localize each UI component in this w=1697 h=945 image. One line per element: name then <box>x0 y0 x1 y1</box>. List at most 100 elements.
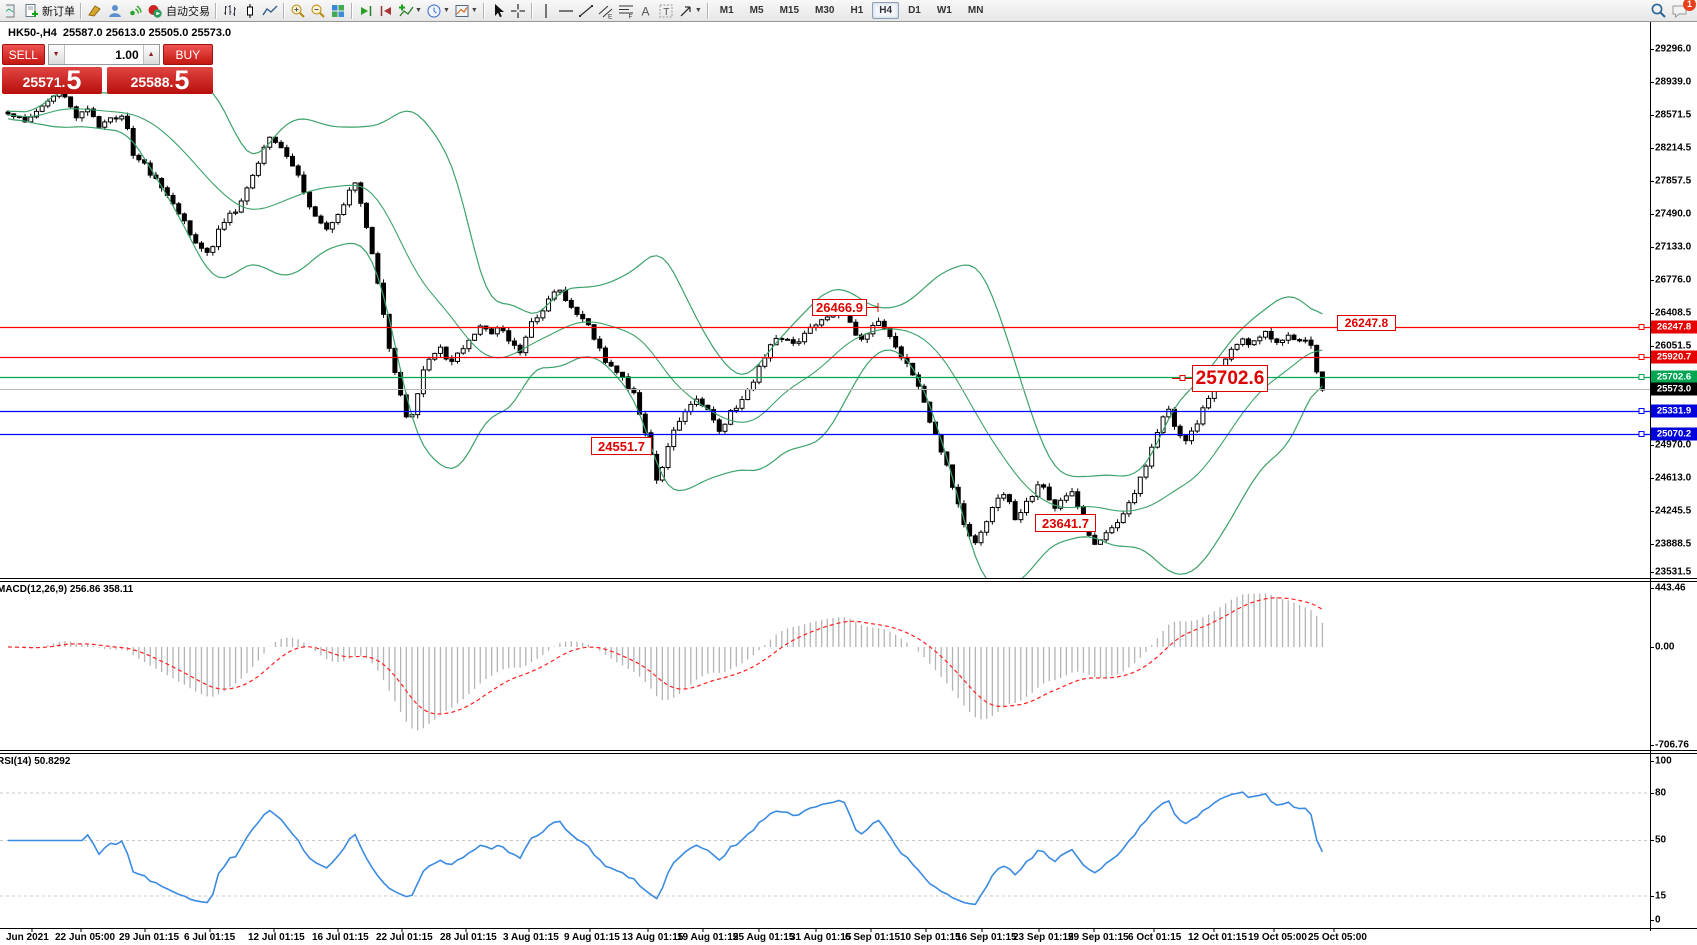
fibonacci-icon: F <box>618 5 633 19</box>
timeframe-toolbar: M1 M5 M15 M30 H1 H4 D1 W1 MN <box>712 2 992 19</box>
ohlc-values: 25587.0 25613.0 25505.0 25573.0 <box>62 27 232 39</box>
line-chart-button[interactable] <box>260 1 280 21</box>
timeframe-M5[interactable]: M5 <box>749 5 764 16</box>
new-order-button[interactable]: 新订单 <box>21 1 77 21</box>
trendline-button[interactable] <box>576 1 596 21</box>
separator <box>80 2 82 19</box>
bar-chart-button[interactable] <box>220 1 240 21</box>
line-chart-icon <box>262 5 278 15</box>
fibonacci-button[interactable]: F <box>616 1 636 21</box>
crosshair-icon <box>510 3 525 18</box>
timeframe-D1[interactable]: D1 <box>908 5 921 16</box>
separator <box>215 2 217 19</box>
zoom-in-button[interactable] <box>288 1 308 21</box>
sell-button[interactable]: SELL <box>2 44 45 65</box>
arrows-button[interactable]: ▼ <box>676 1 704 21</box>
crosshair-button[interactable] <box>508 1 528 21</box>
search-button[interactable] <box>1648 1 1669 21</box>
duster-icon <box>88 4 101 17</box>
auto-scroll-icon <box>361 5 372 16</box>
volume-input[interactable] <box>64 45 143 64</box>
timeframe-M1[interactable]: M1 <box>719 5 734 16</box>
volume-increase-button[interactable]: ▲ <box>142 45 159 64</box>
chart-shift-button[interactable] <box>376 1 396 21</box>
cursor-icon <box>494 3 504 17</box>
separator <box>351 2 353 19</box>
window-icon[interactable] <box>1 1 21 21</box>
cursor-button[interactable] <box>488 1 508 21</box>
clipped-chart-icon <box>6 4 15 17</box>
profile-button[interactable] <box>105 1 125 21</box>
horizontal-line-icon <box>558 9 573 12</box>
text-button[interactable]: A <box>636 1 656 21</box>
zoom-out-icon <box>311 4 325 18</box>
buy-button[interactable]: BUY <box>162 44 213 65</box>
timeframe-M15[interactable]: M15 <box>779 5 800 16</box>
notifications-button[interactable]: 1 <box>1669 0 1696 21</box>
candlestick-icon <box>247 3 253 18</box>
equidistant-channel-button[interactable]: E <box>596 1 616 21</box>
arrows-icon <box>680 5 691 16</box>
dropdown-arrow-icon: ▼ <box>470 7 478 14</box>
timeframe-W1[interactable]: W1 <box>936 5 952 16</box>
sell-price[interactable]: 25571. 5 <box>2 67 102 94</box>
timeframe-M30[interactable]: M30 <box>815 5 835 16</box>
symbol-period: HK50-,H4 <box>8 27 57 39</box>
tile-windows-button[interactable] <box>328 1 348 21</box>
channel-icon: E <box>598 5 613 19</box>
macd-label: MACD(12,26,9) 256.86 358.11 <box>0 584 134 595</box>
separator <box>283 2 285 19</box>
dropdown-arrow-icon: ▼ <box>694 7 702 14</box>
rsi-pane-separator[interactable] <box>0 749 1697 754</box>
separator <box>706 2 709 19</box>
one-click-trade-panel: SELL ▼ ▲ BUY 25571.5 25588.5 <box>2 44 213 94</box>
metaeditor-button[interactable] <box>85 1 105 21</box>
svg-text:F: F <box>628 13 632 19</box>
buy-price[interactable]: 25588. 5 <box>107 67 213 94</box>
text-a-icon: A <box>641 4 649 18</box>
svg-text:A: A <box>641 4 649 18</box>
separator <box>530 2 533 19</box>
auto-trading-label: 自动交易 <box>166 5 210 18</box>
macd-pane-separator[interactable] <box>0 577 1697 582</box>
vertical-line-icon <box>545 3 547 18</box>
rsi-label: RSI(14) 50.8292 <box>0 756 71 767</box>
clock-icon <box>427 4 441 17</box>
timeframe-MN[interactable]: MN <box>967 5 984 16</box>
vertical-line-button[interactable] <box>536 1 556 21</box>
dropdown-arrow-icon: ▼ <box>442 7 450 14</box>
horizontal-line-button[interactable] <box>556 1 576 21</box>
text-label-button[interactable]: T <box>656 1 676 21</box>
new-order-icon <box>25 3 38 17</box>
signal-button[interactable] <box>125 1 145 21</box>
template-icon <box>455 4 469 17</box>
auto-trading-button[interactable]: 自动交易 <box>145 1 212 21</box>
notification-badge: 1 <box>1683 0 1696 11</box>
volume-stepper: ▼ ▲ <box>47 44 160 65</box>
toolbar-right: 1 <box>1648 0 1696 21</box>
timeframe-H1[interactable]: H1 <box>850 5 864 16</box>
indicators-button[interactable]: ▼ <box>396 1 424 21</box>
toolbar: 新订单 自动交易 <box>0 0 1697 22</box>
chart-header: HK50-,H4 25587.0 25613.0 25505.0 25573.0 <box>8 27 237 39</box>
auto-trading-icon <box>148 4 162 18</box>
dropdown-arrow-icon: ▼ <box>415 7 422 14</box>
new-order-label: 新订单 <box>42 5 75 18</box>
periods-button[interactable]: ▼ <box>424 1 452 21</box>
svg-text:T: T <box>663 7 669 18</box>
signal-icon <box>130 4 142 15</box>
chart-shift-icon <box>380 5 391 16</box>
zoom-out-button[interactable] <box>308 1 328 21</box>
bar-chart-icon <box>224 4 236 16</box>
zoom-in-icon <box>291 4 305 18</box>
tile-windows-icon <box>332 4 344 17</box>
auto-scroll-button[interactable] <box>356 1 376 21</box>
volume-decrease-button[interactable]: ▼ <box>48 45 65 64</box>
templates-button[interactable]: ▼ <box>452 1 480 21</box>
text-label-icon: T <box>659 4 673 18</box>
candlestick-chart-button[interactable] <box>240 1 260 21</box>
timeframe-H4[interactable]: H4 <box>872 2 900 19</box>
add-indicator-icon <box>399 4 414 16</box>
